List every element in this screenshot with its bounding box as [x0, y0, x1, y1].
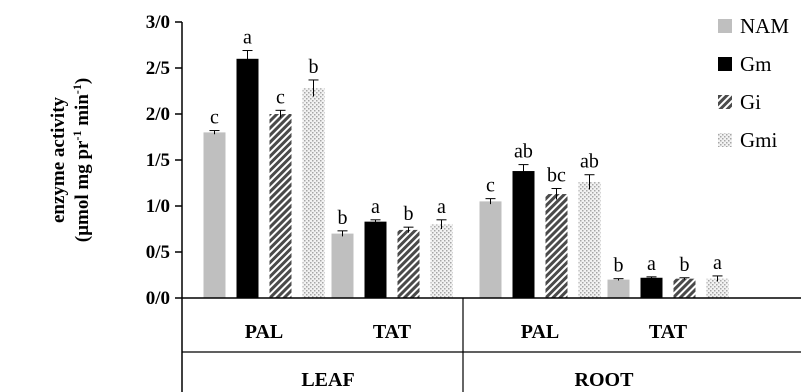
significance-label: a — [437, 196, 446, 218]
x-axis-categories: PAL TAT PAL TAT LEAF ROOT — [245, 321, 688, 391]
bar-NAM-2 — [479, 201, 502, 298]
legend-swatch-NAM — [718, 19, 732, 33]
x-category-label: TAT — [373, 321, 412, 343]
legend-swatch-Gi — [718, 95, 732, 109]
y-axis-label-line2: (µmol mg pr-1 min-1) — [70, 78, 93, 242]
significance-label: b — [309, 56, 319, 78]
significance-label: c — [210, 107, 219, 129]
y-axis-label-line1: enzyme activity — [48, 96, 69, 223]
significance-label: a — [243, 27, 252, 49]
x-group-label: ROOT — [575, 369, 635, 391]
y-tick-label: 1/0 — [146, 196, 170, 217]
x-category-label: TAT — [649, 321, 688, 343]
y-tick-label: 0/0 — [146, 288, 170, 309]
bar-Gm-3 — [640, 277, 663, 298]
x-category-label: PAL — [245, 321, 284, 343]
bar-Gi-0 — [269, 114, 292, 298]
y-axis-ticks: 0/0 0/5 1/0 1/5 2/0 2/5 3/0 — [146, 12, 182, 309]
legend-swatch-Gmi — [718, 133, 732, 147]
significance-label: c — [276, 86, 285, 108]
bar-Gmi-0 — [302, 88, 325, 299]
significance-label: a — [713, 252, 722, 274]
bar-Gmi-3 — [706, 278, 729, 298]
significance-label: ab — [514, 141, 533, 163]
bar-Gi-3 — [673, 278, 696, 298]
significance-label: ab — [580, 151, 599, 173]
significance-label: b — [338, 207, 348, 229]
bars — [203, 58, 729, 299]
bar-Gi-1 — [397, 229, 420, 298]
legend: NAM Gm Gi Gmi — [718, 14, 789, 152]
significance-label: b — [680, 254, 690, 276]
significance-label: bc — [547, 165, 566, 187]
significance-label: c — [486, 175, 495, 197]
bar-Gi-2 — [545, 194, 568, 298]
legend-swatch-Gm — [718, 57, 732, 71]
bar-NAM-1 — [331, 233, 354, 298]
y-tick-label: 2/0 — [146, 104, 170, 125]
significance-label: a — [371, 196, 380, 218]
y-tick-label: 0/5 — [146, 242, 170, 263]
significance-label: b — [614, 255, 624, 277]
x-category-label: PAL — [521, 321, 560, 343]
y-tick-label: 2/5 — [146, 58, 170, 79]
legend-label: Gm — [740, 52, 772, 76]
error-bars — [209, 50, 723, 282]
bar-Gm-2 — [512, 171, 535, 298]
bar-NAM-0 — [203, 132, 226, 298]
bar-Gmi-2 — [578, 182, 601, 298]
bar-Gm-0 — [236, 58, 259, 298]
bar-Gm-1 — [364, 221, 387, 298]
y-tick-label: 3/0 — [146, 12, 170, 33]
significance-label: b — [404, 203, 414, 225]
legend-label: Gmi — [740, 128, 778, 152]
y-axis-label: enzyme activity (µmol mg pr-1 min-1) — [48, 78, 93, 242]
x-group-label: LEAF — [301, 369, 354, 391]
legend-label: NAM — [740, 14, 789, 38]
legend-label: Gi — [740, 90, 761, 114]
bar-Gmi-1 — [430, 224, 453, 298]
axes — [181, 22, 801, 392]
significance-label: a — [647, 253, 656, 275]
bar-NAM-3 — [607, 279, 630, 298]
y-tick-label: 1/5 — [146, 150, 170, 171]
